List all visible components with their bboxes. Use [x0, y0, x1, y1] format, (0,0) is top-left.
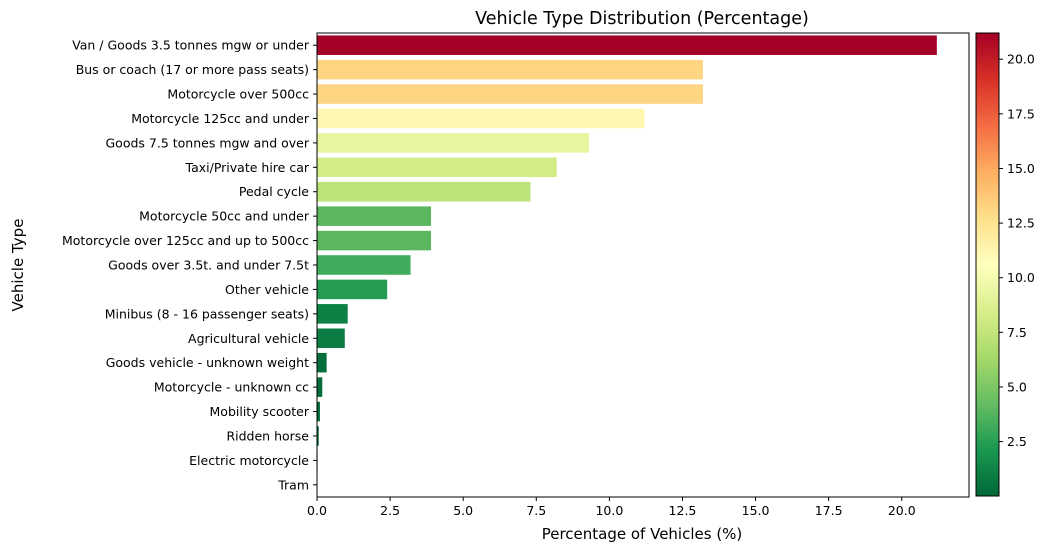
x-tick-label: 7.5 [526, 503, 546, 518]
bar [317, 157, 557, 178]
bar [317, 59, 703, 80]
bars-group [317, 35, 937, 495]
bar [317, 401, 320, 422]
colorbar-tick-label: 10.0 [1007, 270, 1035, 285]
colorbar-tick-label: 5.0 [1007, 379, 1027, 394]
y-tick-label: Goods 7.5 tonnes mgw and over [106, 135, 310, 150]
y-tick-label: Motorcycle 125cc and under [131, 111, 310, 126]
x-tick-label: 2.5 [380, 503, 400, 518]
colorbar-tick-label: 20.0 [1007, 52, 1035, 67]
bar [317, 133, 589, 153]
y-tick-label: Motorcycle 50cc and under [139, 209, 310, 224]
bar [317, 230, 432, 251]
x-tick-label: 15.0 [742, 503, 770, 518]
x-tick-label: 12.5 [669, 503, 697, 518]
bar [317, 426, 319, 446]
y-tick-label: Agricultural vehicle [188, 331, 309, 346]
bar [317, 377, 323, 397]
chart-title: Vehicle Type Distribution (Percentage) [475, 9, 809, 29]
colorbar-tick-label: 12.5 [1007, 216, 1035, 231]
y-axis-ticks: Van / Goods 3.5 tonnes mgw or under Bus o… [62, 38, 317, 492]
bar [317, 304, 348, 324]
y-tick-label: Tram [277, 477, 309, 492]
bar [317, 255, 411, 275]
y-tick-label: Ridden horse [226, 428, 309, 443]
bar [317, 84, 703, 104]
colorbar-gradient [975, 32, 1000, 497]
bar [317, 35, 937, 55]
y-tick-label: Mobility scooter [210, 404, 310, 419]
bar [317, 108, 645, 129]
y-tick-label: Bus or coach (17 or more pass seats) [76, 62, 309, 77]
colorbar-tick-label: 15.0 [1007, 161, 1035, 176]
colorbar-tick-label: 2.5 [1007, 434, 1027, 449]
colorbar: 2.5 5.0 7.5 10.0 12.5 15.0 17.5 20.0 [975, 32, 1035, 497]
x-tick-label: 20.0 [888, 503, 916, 518]
y-tick-label: Minibus (8 - 16 passenger seats) [105, 306, 309, 321]
bar [317, 181, 531, 202]
y-tick-label: Van / Goods 3.5 tonnes mgw or under [72, 38, 310, 53]
x-tick-label: 10.0 [595, 503, 623, 518]
bar [317, 352, 327, 373]
y-tick-label: Goods vehicle - unknown weight [106, 355, 309, 370]
colorbar-tick-label: 7.5 [1007, 325, 1027, 340]
y-tick-label: Motorcycle over 500cc [167, 87, 309, 102]
plot-frame [316, 32, 970, 498]
colorbar-tick-label: 17.5 [1007, 106, 1035, 121]
y-axis-label: Vehicle Type [9, 219, 27, 312]
bar [317, 328, 345, 349]
colorbar-ticks: 2.5 5.0 7.5 10.0 12.5 15.0 17.5 20.0 [999, 52, 1035, 449]
x-axis-label: Percentage of Vehicles (%) [542, 525, 743, 543]
x-tick-label: 5.0 [453, 503, 473, 518]
x-axis-ticks: 0.0 2.5 5.0 7.5 10.0 12.5 15.0 17.5 20.0 [307, 497, 916, 518]
bar [317, 206, 432, 226]
y-tick-label: Goods over 3.5t. and under 7.5t [108, 258, 309, 273]
x-tick-label: 0.0 [307, 503, 327, 518]
y-tick-label: Taxi/Private hire car [185, 160, 310, 175]
bar [317, 279, 388, 300]
y-tick-label: Motorcycle - unknown cc [154, 380, 309, 395]
y-tick-label: Other vehicle [225, 282, 309, 297]
y-tick-label: Motorcycle over 125cc and up to 500cc [62, 233, 309, 248]
y-tick-label: Pedal cycle [239, 184, 309, 199]
x-tick-label: 17.5 [815, 503, 843, 518]
y-tick-label: Electric motorcycle [189, 453, 309, 468]
